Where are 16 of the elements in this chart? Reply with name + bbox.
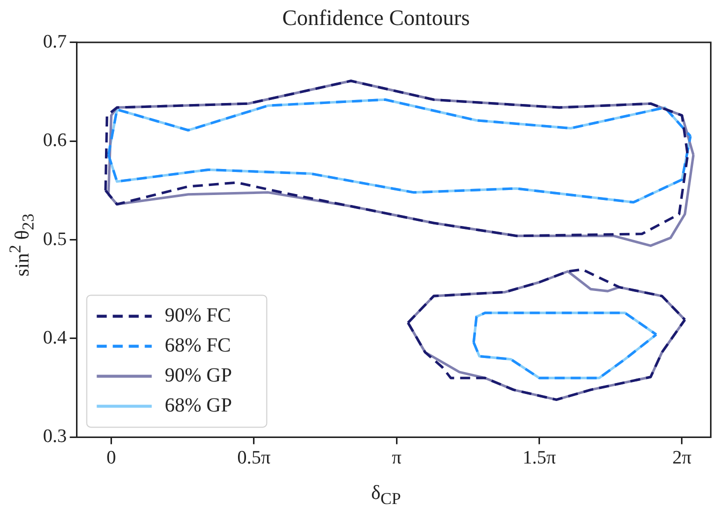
x-tick-label: 2π bbox=[672, 448, 692, 469]
y-tick-label: 0.6 bbox=[43, 130, 67, 152]
x-tick-label: 0.5π bbox=[237, 448, 272, 469]
y-tick-label: 0.5 bbox=[43, 228, 67, 250]
y-tick-label: 0.7 bbox=[43, 31, 67, 52]
legend-label: 68% GP bbox=[164, 394, 232, 416]
y-tick-label: 0.4 bbox=[43, 327, 68, 348]
x-axis-title: δ$_{CP}$ bbox=[370, 482, 402, 509]
x-tick-label: 0 bbox=[106, 448, 116, 469]
legend-label: 90% FC bbox=[164, 304, 231, 326]
x-tick-label: 1.5π bbox=[522, 448, 556, 469]
legend-label: 68% FC bbox=[164, 334, 231, 356]
x-tick-label: π bbox=[392, 448, 402, 469]
y-tick-label: 0.3 bbox=[43, 426, 67, 448]
chart-title: Confidence Contours bbox=[282, 4, 470, 30]
legend-label: 90% GP bbox=[164, 364, 232, 386]
